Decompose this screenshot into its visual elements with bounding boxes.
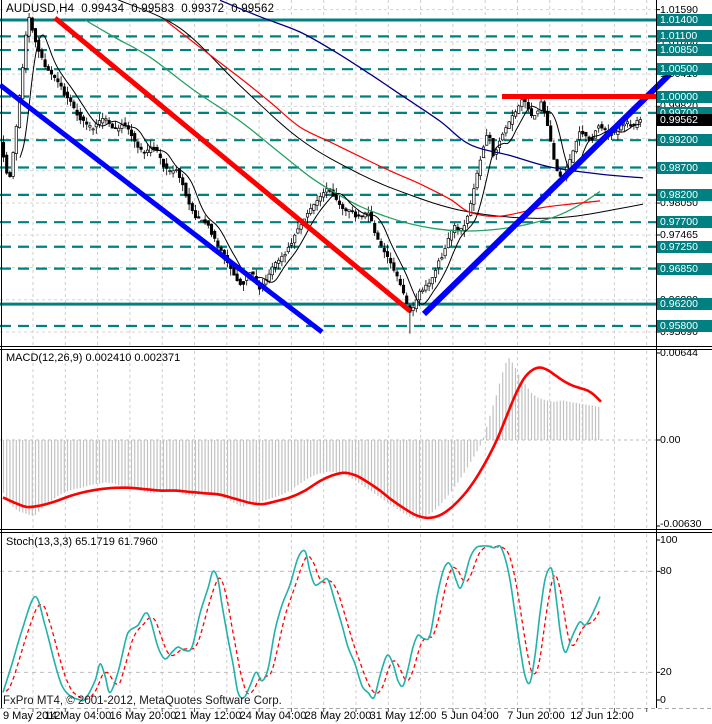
time-axis-label: 9 May 2012: [3, 710, 61, 722]
price-axis-tick: 0.97465: [660, 229, 698, 241]
time-axis-label: 12 Jun 12:00: [570, 710, 634, 722]
panel-separators: [0, 346, 712, 533]
time-axis-label: 16 May 20:00: [109, 710, 177, 722]
price-level-badge: 0.96200: [657, 298, 712, 311]
stoch-indicator-label: Stoch(13,3,3) 65.1719 61.7960: [6, 536, 158, 548]
price-level-badge: 1.00500: [657, 63, 712, 76]
high-value: 0.99583: [131, 3, 175, 15]
stoch-scale-label: 0: [660, 694, 666, 706]
symbol-period-label: AUDUSD,H4: [6, 3, 75, 15]
price-level-badge: 0.95800: [657, 319, 712, 332]
low-value: 0.99372: [181, 3, 225, 15]
trendline-blue-up: [421, 71, 673, 317]
stoch-k-line: [2, 544, 601, 702]
ma-black-slow: [117, 0, 644, 219]
time-axis-label: 24 May 04:00: [239, 710, 307, 722]
channel-line-blue-down: [0, 83, 324, 334]
time-axis-label: 14 May 04:00: [44, 710, 112, 722]
time-axis-label: 21 May 12:00: [174, 710, 242, 722]
price-level-badge: 1.00850: [657, 44, 712, 57]
trendline-red-down: [53, 16, 412, 313]
support-resistance-levels: [0, 18, 656, 328]
price-level-badge: 0.98700: [657, 161, 712, 174]
time-axis-label: 28 May 20:00: [304, 710, 372, 722]
stoch-scale-label: 20: [660, 666, 672, 679]
copyright-text: FxPro MT4, © 2001-2012, MetaQuotes Softw…: [3, 695, 282, 707]
price-level-badge: 0.97250: [657, 240, 712, 253]
candles-layer: [1, 12, 642, 334]
price-axis-tick: 1.01590: [660, 3, 698, 16]
chart-title: AUDUSD,H4 0.99434 0.99583 0.99372 0.99562: [6, 3, 281, 15]
macd-scale-label: 0.00: [660, 434, 681, 446]
time-axis-label: 5 Jun 04:00: [441, 710, 499, 722]
open-value: 0.99434: [81, 3, 125, 15]
stoch-d-line: [5, 545, 601, 700]
stoch-scale-label: 100: [660, 534, 678, 546]
time-axis-label: 31 May 12:00: [369, 710, 437, 722]
macd-panel: [0, 358, 656, 520]
ma-navy: [219, 0, 644, 179]
price-level-badge: 0.97700: [657, 216, 712, 229]
price-level-badge: 1.01400: [657, 14, 712, 26]
close-value: 0.99562: [231, 3, 275, 15]
ma-black-fast: [19, 34, 641, 305]
price-level-badge: 1.00000: [657, 90, 712, 103]
price-level-badge: 0.99200: [657, 134, 712, 147]
stoch-panel: [0, 544, 656, 702]
price-level-badge: 0.96850: [657, 262, 712, 275]
macd-scale-label: -0.00630: [660, 518, 702, 530]
macd-indicator-label: MACD(12,26,9) 0.002410 0.002371: [6, 352, 181, 364]
moving-averages-layer: [19, 0, 644, 305]
current-price-badge: 0.99562: [657, 114, 712, 127]
time-axis-label: 7 Jun 20:00: [507, 710, 565, 722]
price-level-badge: 1.01100: [657, 30, 712, 43]
price-level-badge: 0.98200: [657, 188, 712, 201]
macd-signal-line: [2, 366, 602, 520]
macd-scale-label: 0.00644: [660, 347, 698, 359]
stoch-scale-label: 80: [660, 565, 672, 578]
ma-green: [84, 19, 601, 232]
